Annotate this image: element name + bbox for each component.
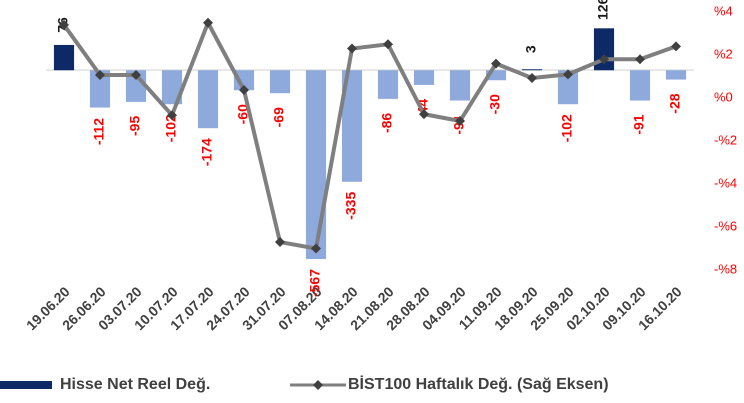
legend-label: BİST100 Haftalık Değ. (Sağ Eksen): [348, 375, 609, 393]
y2-tick-label: %2: [714, 46, 733, 61]
bar: [269, 70, 291, 94]
data-label: -86: [379, 113, 395, 133]
y2-tick-label: %0: [714, 89, 733, 104]
bar: [521, 69, 543, 71]
bar: [377, 70, 399, 99]
line-marker: [671, 41, 681, 52]
bar: [305, 70, 327, 260]
y2-tick-label: -%4: [714, 175, 737, 190]
line-marker: [239, 85, 249, 96]
bar: [485, 70, 507, 81]
bar: [341, 70, 363, 182]
data-label: -30: [487, 94, 503, 114]
data-label: -69: [271, 107, 287, 127]
line-marker: [563, 69, 573, 80]
line-marker: [167, 110, 177, 121]
data-label: -95: [127, 116, 143, 136]
line-marker: [527, 73, 537, 84]
line-marker: [95, 69, 105, 80]
legend-label: Hisse Net Reel Değ.: [60, 376, 210, 393]
line-marker: [311, 243, 321, 254]
line-marker: [383, 39, 393, 50]
bar: [557, 70, 579, 105]
data-label: -174: [199, 138, 215, 166]
bar: [449, 70, 471, 101]
bar: [89, 70, 111, 108]
line-marker: [347, 43, 357, 54]
data-label: -28: [667, 93, 683, 113]
line-marker: [131, 69, 141, 80]
line-marker: [599, 54, 609, 65]
bar: [629, 70, 651, 101]
legend-swatch: [0, 381, 52, 389]
line-marker: [491, 58, 501, 69]
data-label: 3: [523, 45, 539, 53]
line-marker: [635, 54, 645, 65]
data-label: 126: [595, 0, 611, 20]
y2-tick-label: -%6: [714, 218, 737, 233]
data-label: -335: [343, 192, 359, 220]
line-marker: [275, 237, 285, 248]
bar: [233, 70, 255, 91]
legend-swatch: [313, 380, 323, 390]
bar: [161, 70, 183, 105]
line-marker: [455, 116, 465, 127]
line-marker: [59, 19, 69, 30]
data-label: -91: [631, 114, 647, 134]
bar: [665, 70, 687, 80]
y2-tick-label: %4: [714, 3, 733, 18]
y2-tick-label: -%2: [714, 132, 737, 147]
bar: [413, 70, 435, 85]
bar: [53, 44, 75, 71]
line: [62, 20, 677, 251]
line-marker: [203, 17, 213, 28]
bar: [197, 70, 219, 129]
line-marker: [419, 109, 429, 120]
data-label: -567: [307, 269, 323, 297]
y2-tick-label: -%8: [714, 261, 737, 276]
data-label: -112: [91, 118, 107, 145]
data-label: -102: [559, 114, 575, 142]
data-label: -102: [163, 114, 179, 142]
